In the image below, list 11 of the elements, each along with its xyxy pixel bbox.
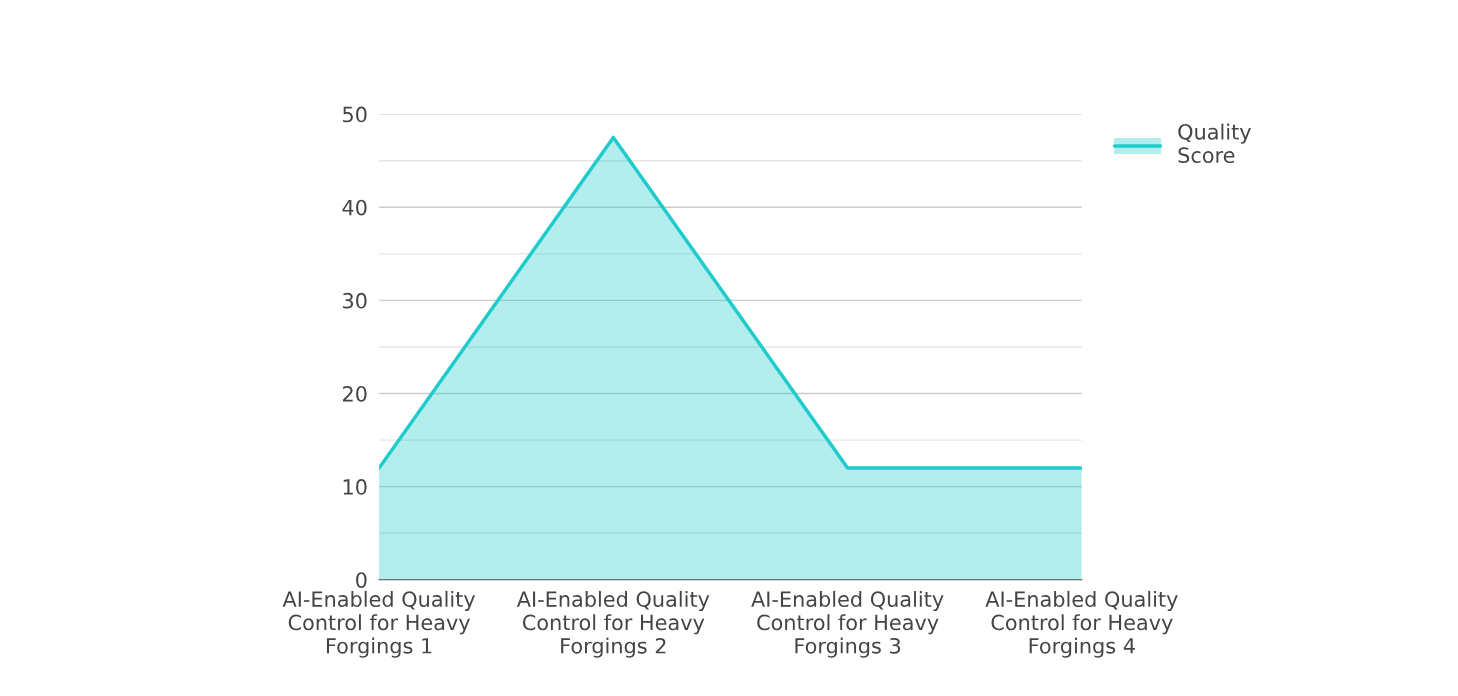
x-tick-label: AI-Enabled Quality Control for Heavy Forgings 4 xyxy=(985,590,1178,658)
x-tick-label: AI-Enabled Quality Control for Heavy Forgings 2 xyxy=(516,590,710,658)
legend-label: Quality Score xyxy=(1178,123,1251,164)
x-tick-label: AI-Enabled Quality Control for Heavy Forgings 3 xyxy=(751,590,944,658)
x-tick-label: AI-Enabled Quality Control for Heavy Forgings 1 xyxy=(282,590,476,658)
y-tick-label: 20 xyxy=(342,385,367,402)
y-tick-label: 30 xyxy=(343,292,367,309)
y-tick-label: 40 xyxy=(342,199,367,216)
y-tick-label: 0 xyxy=(356,572,367,588)
y-tick-label: 50 xyxy=(343,106,367,123)
y-tick-label: 10 xyxy=(343,479,367,495)
